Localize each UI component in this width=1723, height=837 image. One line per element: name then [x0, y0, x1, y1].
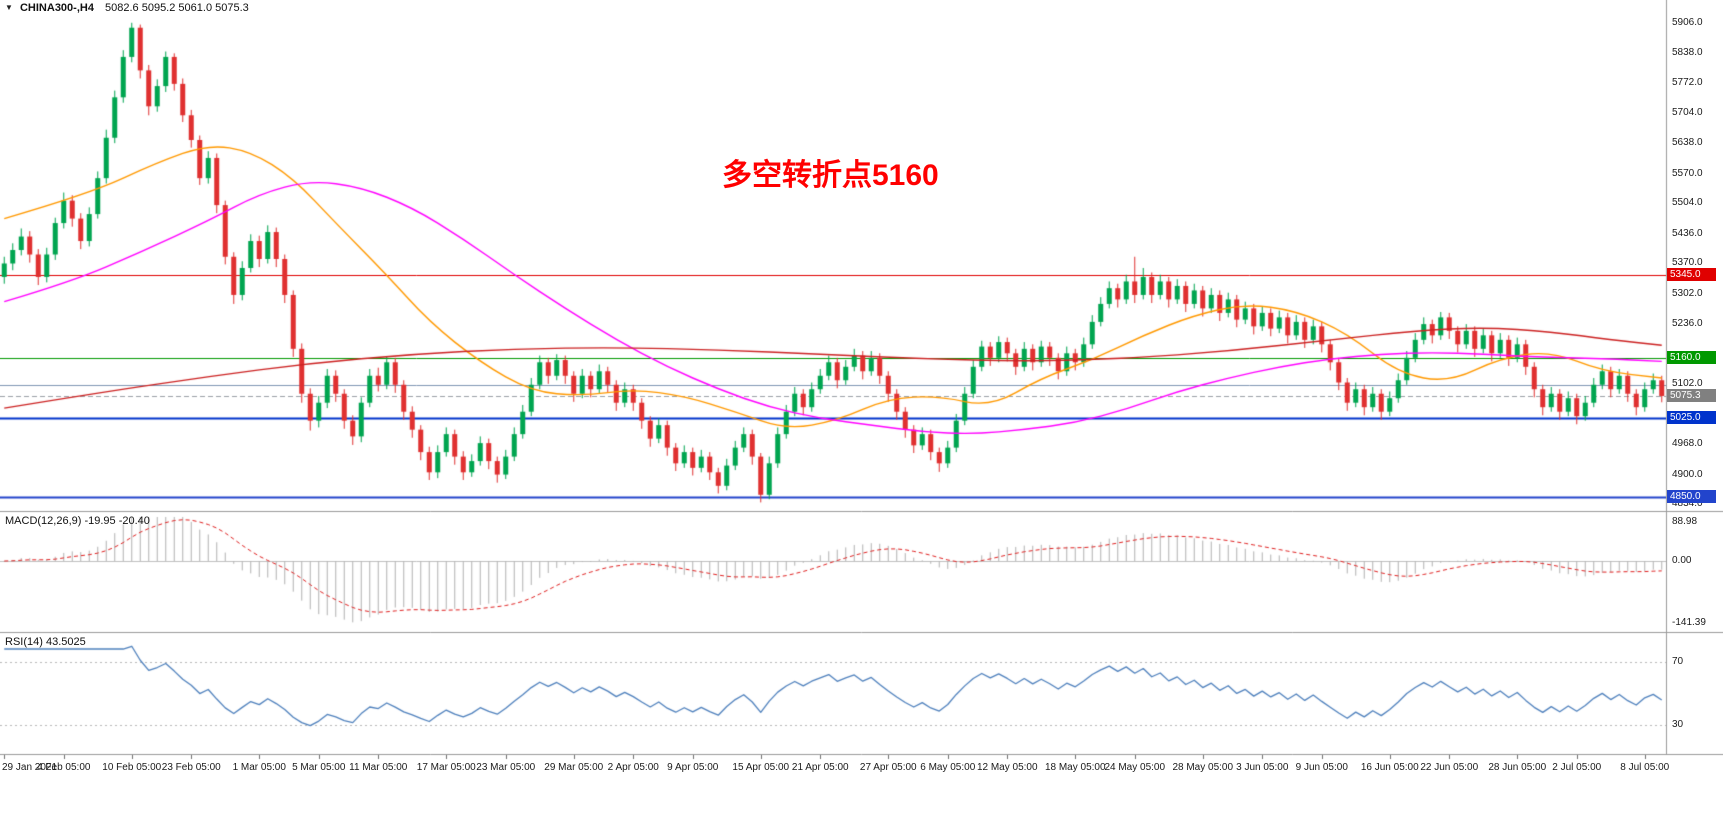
time-axis-label: 29 Mar 05:00: [544, 762, 604, 773]
time-axis-label: 15 Apr 05:00: [732, 762, 790, 773]
rsi-label: RSI(14) 43.5025: [5, 636, 86, 648]
time-axis-label: 5 Mar 05:00: [292, 762, 346, 773]
time-axis-label: 11 Mar 05:00: [349, 762, 408, 773]
symbol-dropdown-icon[interactable]: ▼: [5, 3, 13, 12]
rsi-axis-tick: 30: [1672, 719, 1684, 731]
price-level-tag[interactable]: 4850.0: [1667, 490, 1716, 504]
price-axis-tick: 5504.0: [1672, 197, 1703, 209]
price-axis-tick: 5436.0: [1672, 227, 1703, 239]
price-axis-tick: 4834.0: [1672, 498, 1703, 510]
time-axis-label: 28 May 05:00: [1172, 762, 1234, 773]
time-axis-label: 12 May 05:00: [976, 762, 1038, 773]
time-axis-label: 28 Jun 05:00: [1488, 762, 1547, 773]
price-axis-tick: 5302.0: [1672, 288, 1703, 300]
price-level-tag[interactable]: 5160.0: [1667, 350, 1716, 364]
time-axis-label: 24 May 05:00: [1104, 762, 1166, 773]
time-axis-label: 21 Apr 05:00: [791, 762, 849, 773]
time-axis-label: 29 Jan 2021: [2, 762, 58, 773]
time-axis-label: 16 Jun 05:00: [1360, 762, 1419, 773]
time-axis-label: 3 Jun 05:00: [1236, 762, 1289, 773]
price-level-tag[interactable]: 5025.0: [1667, 411, 1716, 425]
symbol-info: ▼ CHINA300-,H4 5082.6 5095.2 5061.0 5075…: [5, 2, 249, 14]
price-axis-tick: 4968.0: [1672, 438, 1703, 450]
time-axis-label: 27 Apr 05:00: [859, 762, 917, 773]
macd-axis-tick: -141.39: [1672, 617, 1706, 629]
price-axis-tick: 5570.0: [1672, 167, 1703, 179]
price-axis-tick: 5236.0: [1672, 317, 1703, 329]
price-axis-tick: 4900.0: [1672, 468, 1703, 480]
price-axis-tick: 5772.0: [1672, 76, 1703, 88]
price-level-tag[interactable]: 5345.0: [1667, 267, 1716, 281]
time-axis-label: 2 Apr 05:00: [607, 762, 659, 773]
price-axis-tick: 5370.0: [1672, 257, 1703, 269]
time-axis-label: 1 Mar 05:00: [232, 762, 286, 773]
macd-axis-tick: 88.98: [1672, 515, 1698, 527]
price-axis-tick: 5638.0: [1672, 137, 1703, 149]
time-axis-label: 9 Apr 05:00: [667, 762, 719, 773]
time-axis-label: 6 May 05:00: [920, 762, 976, 773]
time-axis-label: 18 May 05:00: [1044, 762, 1106, 773]
price-axis-tick: 5838.0: [1672, 47, 1703, 59]
price-axis-tick: 5906.0: [1672, 16, 1703, 28]
macd-label: MACD(12,26,9) -19.95 -20.40: [5, 515, 150, 527]
time-axis-label: 10 Feb 05:00: [102, 762, 162, 773]
annotation-text[interactable]: 多空转折点5160: [722, 159, 939, 192]
time-axis-label: 2 Jul 05:00: [1552, 762, 1602, 773]
macd-axis-tick: 0.00: [1672, 555, 1692, 566]
time-axis-label: 8 Jul 05:00: [1620, 762, 1670, 773]
time-axis-label: 4 Feb 05:00: [37, 762, 91, 773]
time-axis-label: 9 Jun 05:00: [1295, 762, 1348, 773]
symbol-title: CHINA300-,H4: [19, 2, 94, 14]
time-axis-label: 22 Jun 05:00: [1420, 762, 1479, 773]
time-axis-label: 23 Mar 05:00: [476, 762, 536, 773]
price-axis-tick: 5704.0: [1672, 107, 1703, 119]
time-axis-label: 17 Mar 05:00: [416, 762, 476, 773]
current-price-tag: 5075.3: [1667, 388, 1716, 402]
time-axis-label: 23 Feb 05:00: [161, 762, 221, 773]
symbol-ohlc-values: 5082.6 5095.2 5061.0 5075.3: [105, 2, 249, 14]
price-axis-tick: 5102.0: [1672, 377, 1703, 389]
rsi-axis-tick: 70: [1672, 655, 1684, 667]
